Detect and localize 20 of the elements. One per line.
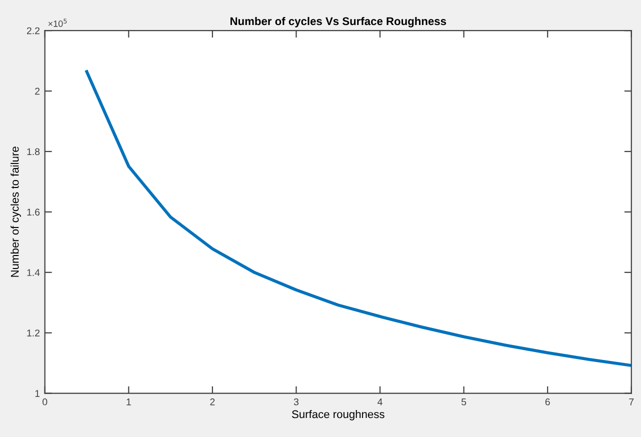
x-tick-label: 1 [126, 398, 131, 406]
line-series [85, 70, 632, 368]
y-tick-label: 2 [35, 88, 40, 95]
y-tick-label: 1.6 [27, 208, 40, 216]
y-tick-label: 1.2 [27, 330, 40, 336]
x-tick-label: 0 [42, 398, 48, 406]
y-tick-label: 1.8 [27, 148, 40, 156]
x-tick-label: 3 [294, 398, 299, 406]
y-axis-title: Number of cycles to failure [10, 146, 21, 277]
chart-title: Number of cycles Vs Surface Roughness [230, 16, 446, 28]
x-tick-label: 2 [210, 398, 215, 406]
y-tick-label: 2.2 [26, 27, 40, 34]
x-tick-label: 7 [629, 398, 634, 406]
x-tick-label: 5 [461, 398, 466, 406]
x-tick-label: 4 [378, 398, 382, 406]
text: ×10$^{5}$ [48, 18, 67, 27]
y-tick-label: 1 [35, 390, 40, 397]
y-tick-label: 1.4 [27, 269, 40, 276]
x-axis-title: Surface roughness [292, 410, 384, 420]
x-tick-label: 6 [545, 398, 550, 406]
